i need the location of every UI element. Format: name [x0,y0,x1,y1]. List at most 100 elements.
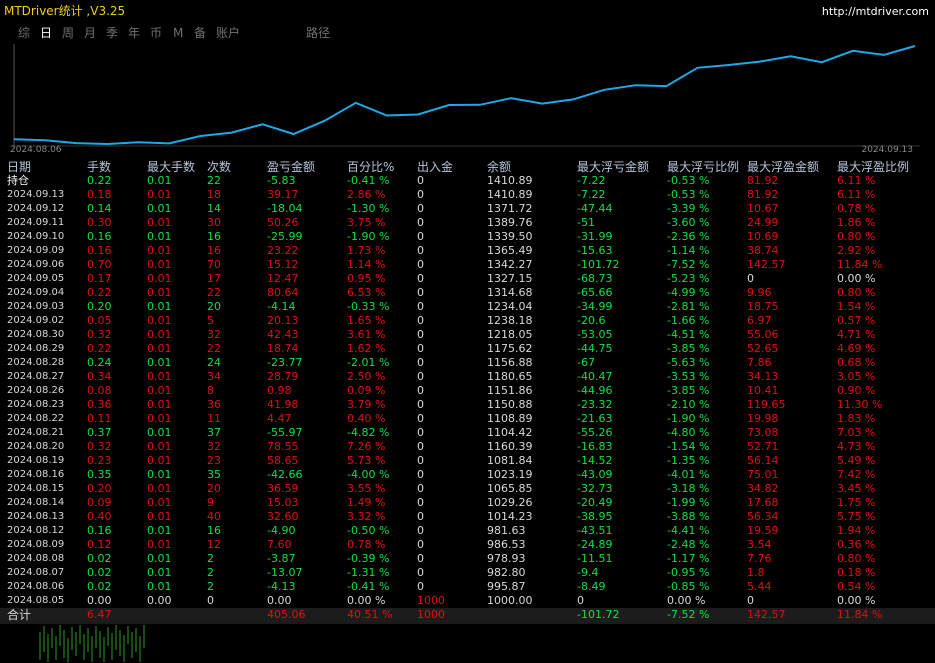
tab[interactable]: 账户 [216,26,241,40]
cell: 32 [207,328,221,341]
cell: -68.73 [577,272,613,285]
cell: 16 [207,524,221,537]
app-url[interactable]: http://mtdriver.com [821,5,929,18]
cell: 22 [207,174,221,187]
cell: 1.62 % [347,342,386,355]
cell: -7.22 [577,188,606,201]
cell: 0.90 % [837,384,876,397]
cell: 0 [417,538,424,551]
cell: 0.01 [147,188,172,201]
cell: -42.66 [267,468,303,481]
cell: 1160.39 [487,440,533,453]
row-label: 2024.09.04 [7,287,65,298]
cell: 2.50 % [347,370,386,383]
tab[interactable]: M [173,26,184,40]
cell: 1081.84 [487,454,533,467]
cell: 34 [207,370,221,383]
row-label: 2024.08.19 [7,455,65,466]
cell: 12.47 [267,272,299,285]
cell: 0.01 [147,496,172,509]
cell: 38.74 [747,244,779,257]
cell: -67 [577,356,595,369]
cell: 1029.26 [487,496,533,509]
cell: 0.01 [147,398,172,411]
cell: 0.01 [147,426,172,439]
cell: 16 [207,244,221,257]
row-label: 2024.09.13 [7,189,65,200]
cell: -4.80 % [667,426,710,439]
cell: 0.32 [87,328,112,341]
cell: 7.03 % [837,426,876,439]
cell: -34.99 [577,300,613,313]
cell: 1.65 % [347,314,386,327]
tab[interactable]: 币 [150,26,163,40]
tab[interactable]: 年 [128,26,141,40]
cell: 3.54 [747,538,772,551]
cell: -3.87 [267,552,296,565]
cell: 2 [207,566,214,579]
tab[interactable]: 季 [106,26,119,40]
cell: 1410.89 [487,188,533,201]
cell: 10.67 [747,202,779,215]
cell: 1339.50 [487,230,533,243]
tab[interactable]: 综 [18,26,31,40]
cell: 0.23 [87,454,112,467]
tab[interactable]: 日 [40,26,53,40]
cell: 3.79 % [347,398,386,411]
cell: 32.60 [267,510,299,523]
cell: -16.83 [577,440,613,453]
cell: 0.11 [87,412,112,425]
cell: 1150.88 [487,398,533,411]
cell: 0.01 [147,538,172,551]
cell: -13.07 [267,566,303,579]
cell: 1389.76 [487,216,533,229]
cell: 1.49 % [347,496,386,509]
cell: 0.01 [147,300,172,313]
cell: 0.22 [87,342,112,355]
cell: 6.11 % [837,174,876,187]
cell: 0.95 % [347,272,386,285]
cell: -7.52 % [667,258,710,271]
cell: 0.01 [147,244,172,257]
cell: -18.04 [267,202,303,215]
cell: -0.85 % [667,580,710,593]
cell: 0.16 [87,230,112,243]
cell: 0.18 % [837,566,876,579]
cell: 12 [207,538,221,551]
cell: -65.66 [577,286,613,299]
cell: 4.73 % [837,440,876,453]
cell: 22 [207,342,221,355]
tab[interactable]: 备 [194,26,207,40]
cell: 5.49 % [837,454,876,467]
column-header: 最大浮盈比例 [837,160,910,174]
cell: 5.73 % [347,454,386,467]
row-label: 2024.08.30 [7,329,65,340]
row-label: 2024.08.13 [7,511,65,522]
cell: 17 [207,272,221,285]
cell: 1.86 % [837,216,876,229]
cell: -43.09 [577,468,613,481]
cell: 0 [417,552,424,565]
cell: 73.08 [747,426,779,439]
cell: 2 [207,580,214,593]
cell: 37 [207,426,221,439]
tab[interactable]: 月 [84,26,97,40]
cell: 0.40 % [347,412,386,425]
cell: 0.35 [87,468,112,481]
column-header: 次数 [207,160,232,174]
cell: 20.13 [267,314,299,327]
cell: 0 [417,202,424,215]
cell: 56.34 [747,510,779,523]
row-label: 2024.08.15 [7,483,65,494]
tab[interactable]: 周 [62,26,75,40]
cell: -1.30 % [347,202,390,215]
cell: 7.60 [267,538,292,551]
cell: 14 [207,202,221,215]
cell: -3.85 % [667,342,710,355]
cell: -15.63 [577,244,613,257]
tab[interactable]: 路径 [306,26,331,40]
cell: 0 [417,230,424,243]
cell: 3.05 % [837,370,876,383]
cell: 10.41 [747,384,779,397]
title-bar: MTDriver统计 ,V3.25 http://mtdriver.com [0,0,935,22]
